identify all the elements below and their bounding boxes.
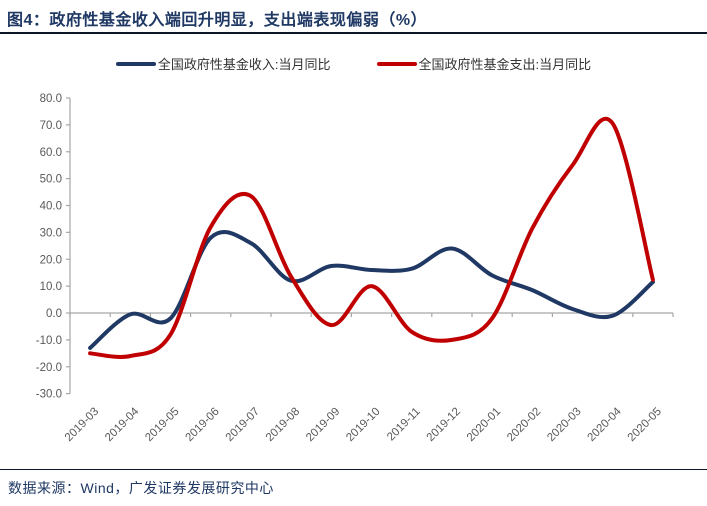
svg-text:2019-08: 2019-08 (264, 406, 302, 444)
svg-text:0.0: 0.0 (46, 308, 62, 320)
svg-text:-20.0: -20.0 (36, 362, 62, 374)
svg-text:20.0: 20.0 (40, 254, 62, 266)
expenditure-line-swatch (376, 61, 417, 66)
svg-text:40.0: 40.0 (40, 201, 62, 213)
svg-text:2020-03: 2020-03 (545, 406, 583, 444)
data-source-text: 数据来源：Wind，广发证券发展研究中心 (8, 480, 274, 496)
svg-text:80.0: 80.0 (40, 93, 62, 105)
svg-text:2020-02: 2020-02 (505, 406, 543, 444)
chart-legend: 全国政府性基金收入:当月同比 全国政府性基金支出:当月同比 (0, 54, 707, 73)
svg-text:2020-04: 2020-04 (585, 405, 624, 444)
footer-divider (0, 469, 707, 470)
svg-text:2019-12: 2019-12 (425, 406, 463, 444)
legend-item-revenue: 全国政府性基金收入:当月同比 (115, 54, 331, 73)
svg-text:50.0: 50.0 (40, 174, 62, 186)
svg-text:10.0: 10.0 (40, 281, 62, 293)
svg-text:2020-05: 2020-05 (626, 406, 664, 444)
svg-text:2020-01: 2020-01 (465, 406, 503, 444)
svg-text:2019-06: 2019-06 (183, 406, 221, 444)
svg-text:2019-09: 2019-09 (304, 406, 342, 444)
svg-text:2019-07: 2019-07 (224, 406, 262, 444)
svg-text:-10.0: -10.0 (36, 335, 62, 347)
legend-label-revenue: 全国政府性基金收入:当月同比 (157, 57, 331, 72)
svg-text:60.0: 60.0 (40, 147, 62, 159)
svg-text:70.0: 70.0 (40, 120, 62, 132)
svg-text:2019-04: 2019-04 (103, 405, 142, 444)
chart-title: 图4：政府性基金收入端回升明显，支出端表现偏弱（%） (7, 12, 428, 29)
svg-text:30.0: 30.0 (40, 227, 62, 239)
svg-text:-30.0: -30.0 (36, 389, 62, 401)
title-divider (0, 32, 707, 34)
svg-text:2019-05: 2019-05 (143, 406, 181, 444)
svg-text:2019-03: 2019-03 (63, 406, 101, 444)
legend-item-expenditure: 全国政府性基金支出:当月同比 (376, 54, 592, 73)
revenue-line-swatch (115, 61, 156, 66)
svg-text:2019-10: 2019-10 (344, 406, 382, 444)
legend-label-expenditure: 全国政府性基金支出:当月同比 (418, 57, 592, 72)
svg-text:2019-11: 2019-11 (385, 406, 423, 444)
